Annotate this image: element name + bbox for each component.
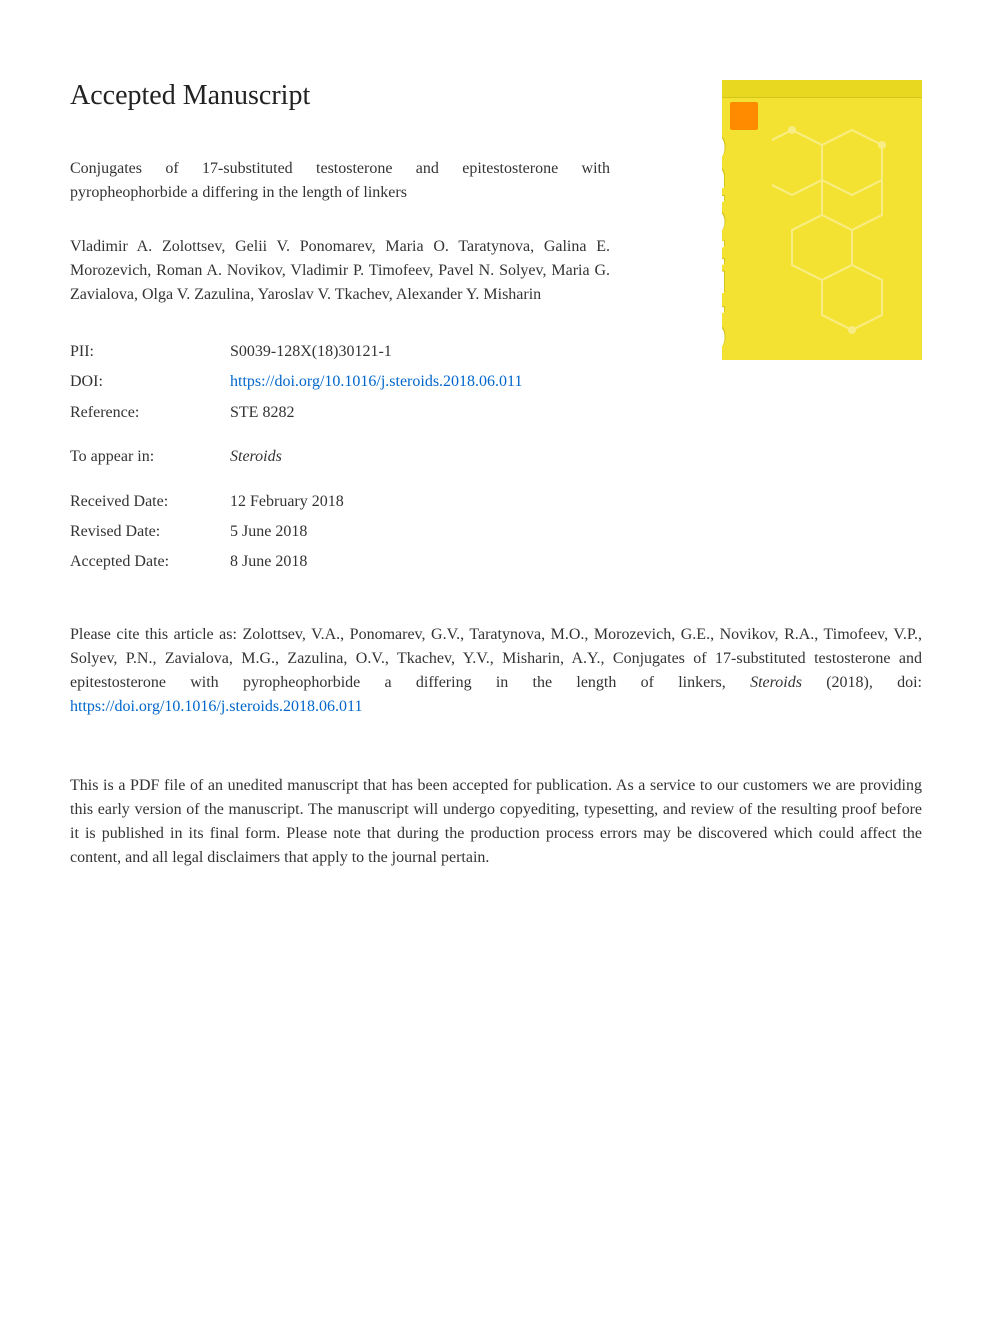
meta-value: 12 February 2018	[230, 487, 922, 517]
molecule-art-icon	[772, 110, 912, 350]
citation-doi-link[interactable]: https://doi.org/10.1016/j.steroids.2018.…	[70, 698, 362, 715]
disclaimer-text: This is a PDF file of an unedited manusc…	[70, 774, 922, 870]
meta-row-reference: Reference: STE 8282	[70, 398, 922, 428]
meta-row-accepted: Accepted Date: 8 June 2018	[70, 547, 922, 577]
meta-label: Revised Date:	[70, 517, 230, 547]
cover-background: STEROIDS	[722, 80, 922, 360]
citation-journal: Steroids	[750, 674, 802, 691]
meta-label: Reference:	[70, 398, 230, 428]
meta-row-revised: Revised Date: 5 June 2018	[70, 517, 922, 547]
doi-link[interactable]: https://doi.org/10.1016/j.steroids.2018.…	[230, 367, 922, 397]
elsevier-logo-icon	[730, 102, 758, 130]
metadata-table: PII: S0039-128X(18)30121-1 DOI: https://…	[70, 337, 922, 578]
meta-value: STE 8282	[230, 398, 922, 428]
meta-label: PII:	[70, 337, 230, 367]
cover-header-strip	[722, 80, 922, 98]
meta-label: Received Date:	[70, 487, 230, 517]
meta-label: DOI:	[70, 367, 230, 397]
meta-row-appear: To appear in: Steroids	[70, 442, 922, 472]
citation-text: Please cite this article as: Zolottsev, …	[70, 623, 922, 719]
cover-journal-title: STEROIDS	[722, 132, 734, 350]
meta-label: To appear in:	[70, 442, 230, 472]
meta-row-received: Received Date: 12 February 2018	[70, 487, 922, 517]
meta-value: 8 June 2018	[230, 547, 922, 577]
meta-value: 5 June 2018	[230, 517, 922, 547]
meta-label: Accepted Date:	[70, 547, 230, 577]
meta-row-doi: DOI: https://doi.org/10.1016/j.steroids.…	[70, 367, 922, 397]
citation-suffix: (2018), doi:	[802, 674, 922, 691]
meta-value-journal: Steroids	[230, 442, 922, 472]
authors-list: Vladimir A. Zolottsev, Gelii V. Ponomare…	[70, 235, 610, 307]
journal-cover: STEROIDS	[722, 80, 922, 360]
article-title: Conjugates of 17-substituted testosteron…	[70, 157, 610, 205]
